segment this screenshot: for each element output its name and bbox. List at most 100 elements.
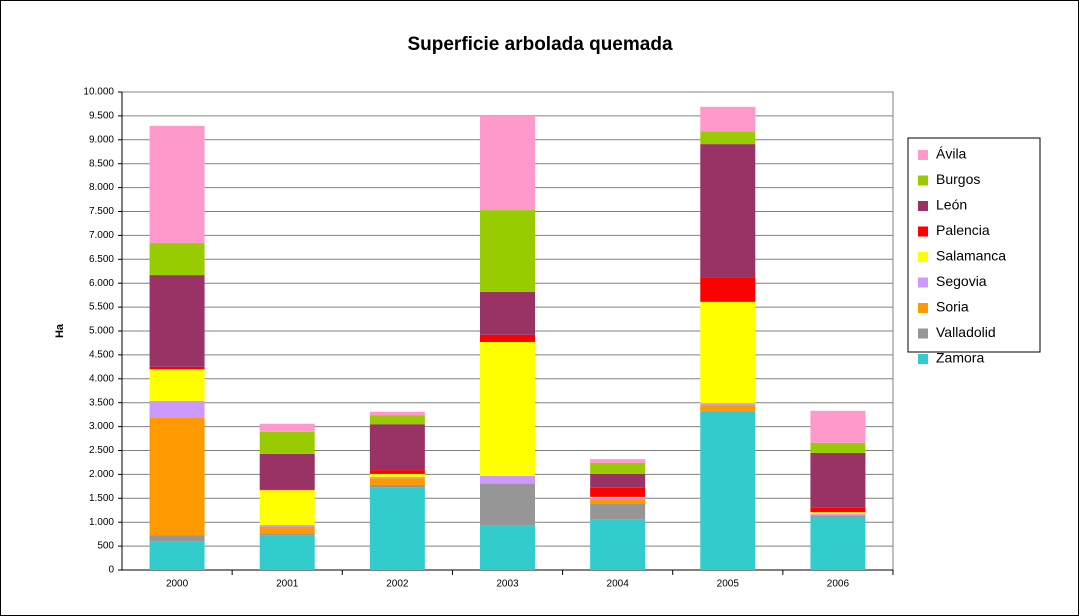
bar-segment [810, 512, 866, 515]
y-tick-label: 3.500 [89, 397, 114, 408]
bar-segment [700, 405, 756, 411]
y-tick-label: 4.500 [89, 350, 114, 361]
y-tick-label: 8.000 [89, 182, 114, 193]
bar-segment [149, 541, 205, 570]
bar-segment [810, 410, 866, 443]
bar-segment [810, 516, 866, 570]
legend-swatch [918, 201, 928, 211]
bar-segment [700, 144, 756, 278]
legend-label: Segovia [936, 273, 987, 289]
bar-segment [810, 514, 866, 516]
y-tick-label: 5.500 [89, 302, 114, 313]
bar-segment [149, 369, 205, 401]
bar-segment [590, 473, 646, 488]
x-tick-label: 2006 [827, 579, 850, 590]
legend-label: León [936, 197, 967, 213]
bar-segment [590, 459, 646, 463]
y-tick-label: 7.500 [89, 206, 114, 217]
bar-segment [259, 535, 315, 570]
bar-segment [369, 478, 425, 485]
bar-segment [369, 411, 425, 416]
bar-segment [259, 525, 315, 527]
bar-segment [480, 341, 535, 476]
y-tick-label: 4.000 [89, 373, 114, 384]
bar-segment [590, 498, 646, 505]
legend-swatch [918, 277, 928, 288]
bar-segment [480, 475, 535, 484]
bar-segment [480, 115, 535, 211]
legend-label: Valladolid [936, 324, 996, 340]
legend-swatch [918, 175, 928, 186]
bar-segment [810, 515, 866, 516]
bar-segment [259, 489, 315, 491]
y-tick-label: 6.500 [89, 254, 114, 265]
y-tick-label: 2.000 [89, 469, 114, 480]
legend-swatch [918, 252, 928, 262]
y-axis-label: Ha [54, 323, 66, 338]
bar-segment [810, 452, 866, 508]
x-tick-label: 2000 [166, 579, 189, 590]
bar-segment [149, 400, 205, 418]
y-tick-label: 2.500 [89, 445, 114, 456]
bar-segment [369, 476, 425, 479]
legend-label: Ávila [936, 146, 967, 162]
bar-segment [259, 431, 315, 454]
bar-segment [810, 442, 866, 453]
bar-segment [700, 403, 756, 406]
legend-swatch [918, 354, 928, 364]
x-tick-label: 2003 [496, 579, 519, 590]
y-tick-label: 0 [108, 565, 114, 576]
legend-label: Palencia [936, 222, 990, 238]
bar-segment [700, 410, 756, 412]
bar-segment [369, 473, 425, 477]
x-tick-label: 2005 [717, 579, 740, 590]
bar-segment [369, 487, 425, 570]
bar-segment [369, 484, 425, 488]
legend-label: Zamora [936, 350, 984, 366]
bar-segment [810, 507, 866, 513]
bar-segment [590, 519, 646, 570]
bar-segment [259, 423, 315, 432]
bar-segment [590, 504, 646, 520]
legend-box [907, 137, 1041, 353]
y-tick-label: 7.000 [89, 230, 114, 241]
legend-label: Salamanca [936, 248, 1006, 264]
bar-segment [480, 334, 535, 342]
bar-segment [480, 210, 535, 292]
bar-segment [480, 291, 535, 335]
bar-segment [700, 277, 756, 302]
bar-segment [149, 275, 205, 367]
legend-label: Burgos [936, 171, 980, 187]
bar-segment [369, 415, 425, 425]
bar-segment [259, 453, 315, 490]
bar-segment [369, 424, 425, 471]
bar-segment [149, 243, 205, 276]
y-tick-label: 5.000 [89, 326, 114, 337]
legend-swatch [918, 328, 928, 339]
x-tick-label: 2002 [386, 579, 409, 590]
bar-segment [149, 417, 205, 536]
chart-title: Superficie arbolada quemada [407, 34, 672, 55]
legend-label: Soria [936, 299, 969, 315]
bar-segment [700, 301, 756, 404]
bar-segment [149, 535, 205, 542]
y-tick-label: 1.500 [89, 493, 114, 504]
x-tick-label: 2004 [607, 579, 630, 590]
bar-segment [590, 462, 646, 474]
y-tick-label: 500 [97, 541, 114, 552]
legend-swatch [918, 150, 928, 160]
y-tick-label: 9.500 [89, 111, 114, 122]
y-tick-label: 6.000 [89, 278, 114, 289]
bar-segment [590, 497, 646, 499]
bar-segment [149, 366, 205, 370]
y-tick-label: 1.000 [89, 517, 114, 528]
y-tick-label: 3.000 [89, 421, 114, 432]
bar-segment [700, 411, 756, 570]
bar-segment [480, 525, 535, 570]
bar-segment [810, 515, 866, 517]
legend-swatch [918, 226, 928, 237]
bar-segment [149, 125, 205, 244]
bar-segment [700, 106, 756, 132]
bar-segment [369, 470, 425, 474]
